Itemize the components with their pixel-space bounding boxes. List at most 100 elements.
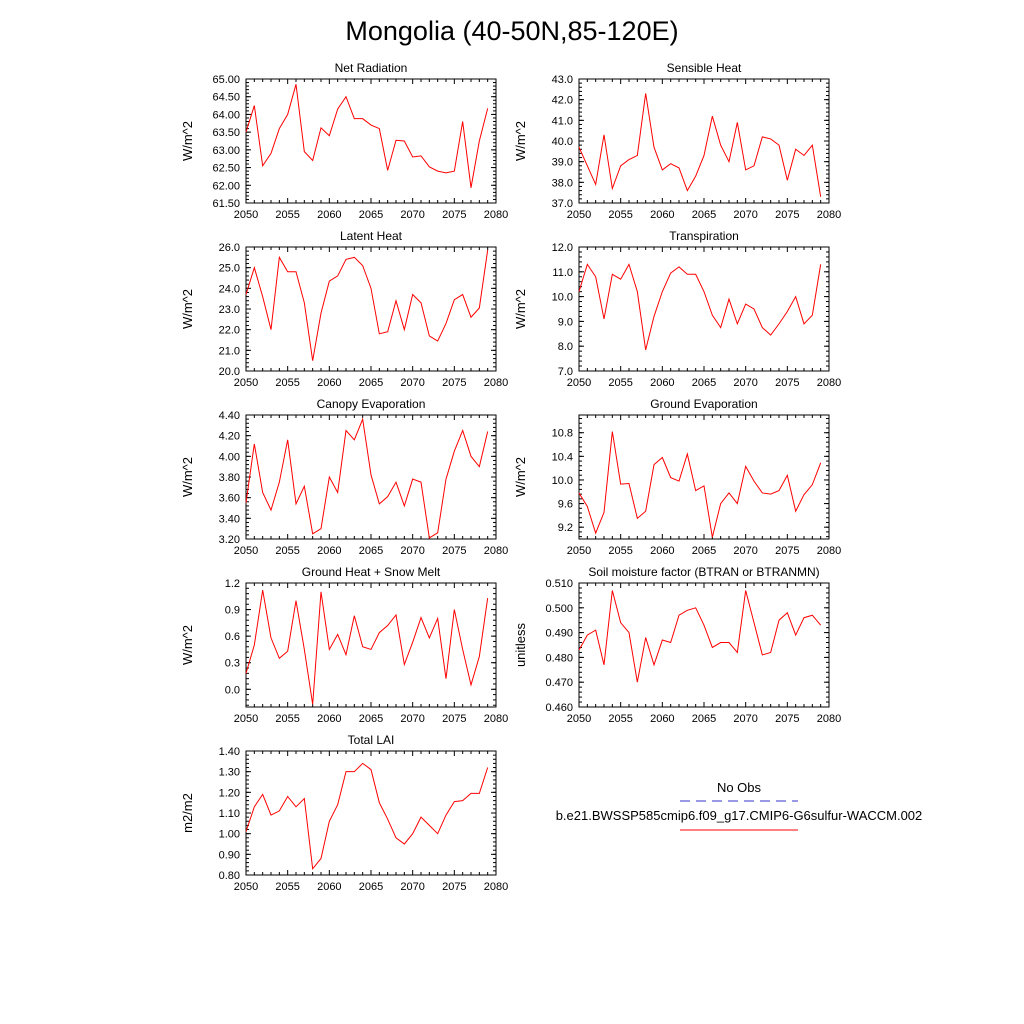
soil-moisture-factor-btran-or-btranmn-ylabel: unitless <box>513 622 528 667</box>
canopy-evaporation-ytick-label: 3.60 <box>219 493 240 505</box>
latent-heat-xtick-label: 2050 <box>234 377 258 389</box>
latent-heat-plot-frame <box>245 246 497 372</box>
canopy-evaporation-series-line <box>245 417 489 539</box>
canopy-evaporation-ytick-label: 3.40 <box>219 513 240 525</box>
ground-heat-snow-melt-xtick-label: 2060 <box>317 713 341 725</box>
ground-evaporation-ytick-label: 9.2 <box>558 522 573 534</box>
latent-heat-xtick-label: 2070 <box>400 377 424 389</box>
panels-group: Net Radiation W/m^2 2050 2055 2060 2065 2070 20… <box>180 61 841 893</box>
total-lai-ytick-label: 1.40 <box>219 746 240 758</box>
sensible-heat-plot-frame <box>578 78 830 204</box>
ground-evaporation-xtick-label: 2055 <box>608 545 632 557</box>
sensible-heat-ytick-label: 39.0 <box>552 157 573 169</box>
transpiration-ytick-label: 10.0 <box>552 292 573 304</box>
sensible-heat-ytick-label: 40.0 <box>552 136 573 148</box>
total-lai-ytick-label: 0.90 <box>219 849 240 861</box>
total-lai-ylabel: m2/m2 <box>180 793 195 833</box>
sensible-heat-xtick-label: 2055 <box>608 209 632 221</box>
transpiration-xtick-label: 2055 <box>608 377 632 389</box>
transpiration-plot-frame <box>578 246 830 372</box>
ground-heat-snow-melt-title: Ground Heat + Snow Melt <box>302 565 441 579</box>
canopy-evaporation-ytick-label: 3.20 <box>219 534 240 546</box>
latent-heat-ytick-label: 23.0 <box>219 304 240 316</box>
ground-evaporation-xtick-label: 2060 <box>650 545 674 557</box>
canopy-evaporation-plot-frame <box>245 414 497 540</box>
soil-moisture-factor-btran-or-btranmn-plot-frame <box>578 582 830 708</box>
ground-heat-snow-melt-ytick-label: 0.0 <box>225 684 240 696</box>
ground-evaporation-xtick-label: 2065 <box>692 545 716 557</box>
sensible-heat-ytick-label: 37.0 <box>552 198 573 210</box>
net-radiation-ytick-label: 62.00 <box>212 180 240 192</box>
panel-ground-heat-snow-melt: Ground Heat + Snow Melt W/m^2 2050 2055 2060… <box>180 565 508 725</box>
latent-heat-xtick-label: 2065 <box>359 377 383 389</box>
soil-moisture-factor-btran-or-btranmn-xtick-label: 2060 <box>650 713 674 725</box>
total-lai-title: Total LAI <box>348 733 395 747</box>
soil-moisture-factor-btran-or-btranmn-ytick-label: 0.480 <box>545 652 573 664</box>
latent-heat-ylabel: W/m^2 <box>180 289 195 329</box>
ground-heat-snow-melt-ytick-label: 1.2 <box>225 578 240 590</box>
sensible-heat-ytick-label: 43.0 <box>552 74 573 86</box>
total-lai-ytick-label: 1.00 <box>219 829 240 841</box>
ground-heat-snow-melt-series-line <box>245 590 489 705</box>
panel-canopy-evaporation: Canopy Evaporation W/m^2 2050 2055 2060 2065 2… <box>180 397 508 557</box>
net-radiation-ytick-label: 62.50 <box>212 163 240 175</box>
total-lai-ytick-label: 1.10 <box>219 808 240 820</box>
ground-evaporation-ytick-label: 10.4 <box>552 451 573 463</box>
sensible-heat-xtick-label: 2080 <box>817 209 841 221</box>
ground-heat-snow-melt-xtick-label: 2050 <box>234 713 258 725</box>
sensible-heat-title: Sensible Heat <box>667 61 742 75</box>
sensible-heat-series-line <box>578 93 822 197</box>
transpiration-xtick-label: 2060 <box>650 377 674 389</box>
latent-heat-xtick-label: 2075 <box>442 377 466 389</box>
ground-heat-snow-melt-xtick-label: 2065 <box>359 713 383 725</box>
total-lai-ytick-label: 1.20 <box>219 787 240 799</box>
canopy-evaporation-ytick-label: 3.80 <box>219 472 240 484</box>
transpiration-ytick-label: 7.0 <box>558 366 573 378</box>
canopy-evaporation-xtick-label: 2055 <box>275 545 299 557</box>
net-radiation-ytick-label: 65.00 <box>212 74 240 86</box>
panel-transpiration: Transpiration W/m^2 2050 2055 2060 2065 2070 20… <box>513 229 841 389</box>
canopy-evaporation-xtick-label: 2060 <box>317 545 341 557</box>
latent-heat-ytick-label: 22.0 <box>219 325 240 337</box>
ground-evaporation-xtick-label: 2070 <box>733 545 757 557</box>
transpiration-xtick-label: 2070 <box>733 377 757 389</box>
panel-total-lai: Total LAI m2/m2 2050 2055 2060 2065 2070 2075 20… <box>180 733 508 893</box>
net-radiation-xtick-label: 2060 <box>317 209 341 221</box>
total-lai-ytick-label: 1.30 <box>219 767 240 779</box>
soil-moisture-factor-btran-or-btranmn-series-line <box>578 590 822 683</box>
net-radiation-xtick-label: 2050 <box>234 209 258 221</box>
ground-evaporation-xtick-label: 2075 <box>775 545 799 557</box>
ground-evaporation-title: Ground Evaporation <box>650 397 757 411</box>
sensible-heat-ytick-label: 42.0 <box>552 95 573 107</box>
sensible-heat-xtick-label: 2070 <box>733 209 757 221</box>
total-lai-xtick-label: 2070 <box>400 881 424 893</box>
soil-moisture-factor-btran-or-btranmn-ytick-label: 0.510 <box>545 578 573 590</box>
soil-moisture-factor-btran-or-btranmn-ytick-label: 0.500 <box>545 603 573 615</box>
latent-heat-xtick-label: 2055 <box>275 377 299 389</box>
total-lai-xtick-label: 2065 <box>359 881 383 893</box>
canopy-evaporation-xtick-label: 2080 <box>484 545 508 557</box>
panel-soil-moisture-factor-btran-or-btranmn: Soil moisture factor (BTRAN or BTRANMN) u… <box>513 565 841 725</box>
net-radiation-ytick-label: 63.00 <box>212 145 240 157</box>
ground-heat-snow-melt-ytick-label: 0.6 <box>225 631 240 643</box>
soil-moisture-factor-btran-or-btranmn-xtick-label: 2065 <box>692 713 716 725</box>
canopy-evaporation-title: Canopy Evaporation <box>317 397 426 411</box>
soil-moisture-factor-btran-or-btranmn-ytick-label: 0.470 <box>545 677 573 689</box>
net-radiation-ylabel: W/m^2 <box>180 121 195 161</box>
transpiration-ytick-label: 11.0 <box>552 267 573 279</box>
net-radiation-xtick-label: 2065 <box>359 209 383 221</box>
latent-heat-ytick-label: 26.0 <box>219 242 240 254</box>
latent-heat-ytick-label: 24.0 <box>219 283 240 295</box>
ground-heat-snow-melt-xtick-label: 2070 <box>400 713 424 725</box>
ground-heat-snow-melt-ylabel: W/m^2 <box>180 625 195 665</box>
latent-heat-ytick-label: 20.0 <box>219 366 240 378</box>
ground-heat-snow-melt-xtick-label: 2075 <box>442 713 466 725</box>
ground-evaporation-ytick-label: 10.0 <box>552 475 573 487</box>
soil-moisture-factor-btran-or-btranmn-xtick-label: 2070 <box>733 713 757 725</box>
net-radiation-xtick-label: 2055 <box>275 209 299 221</box>
net-radiation-ytick-label: 63.50 <box>212 127 240 139</box>
transpiration-xtick-label: 2050 <box>567 377 591 389</box>
transpiration-ytick-label: 12.0 <box>552 242 573 254</box>
figure-title: Mongolia (40-50N,85-120E) <box>345 16 678 46</box>
